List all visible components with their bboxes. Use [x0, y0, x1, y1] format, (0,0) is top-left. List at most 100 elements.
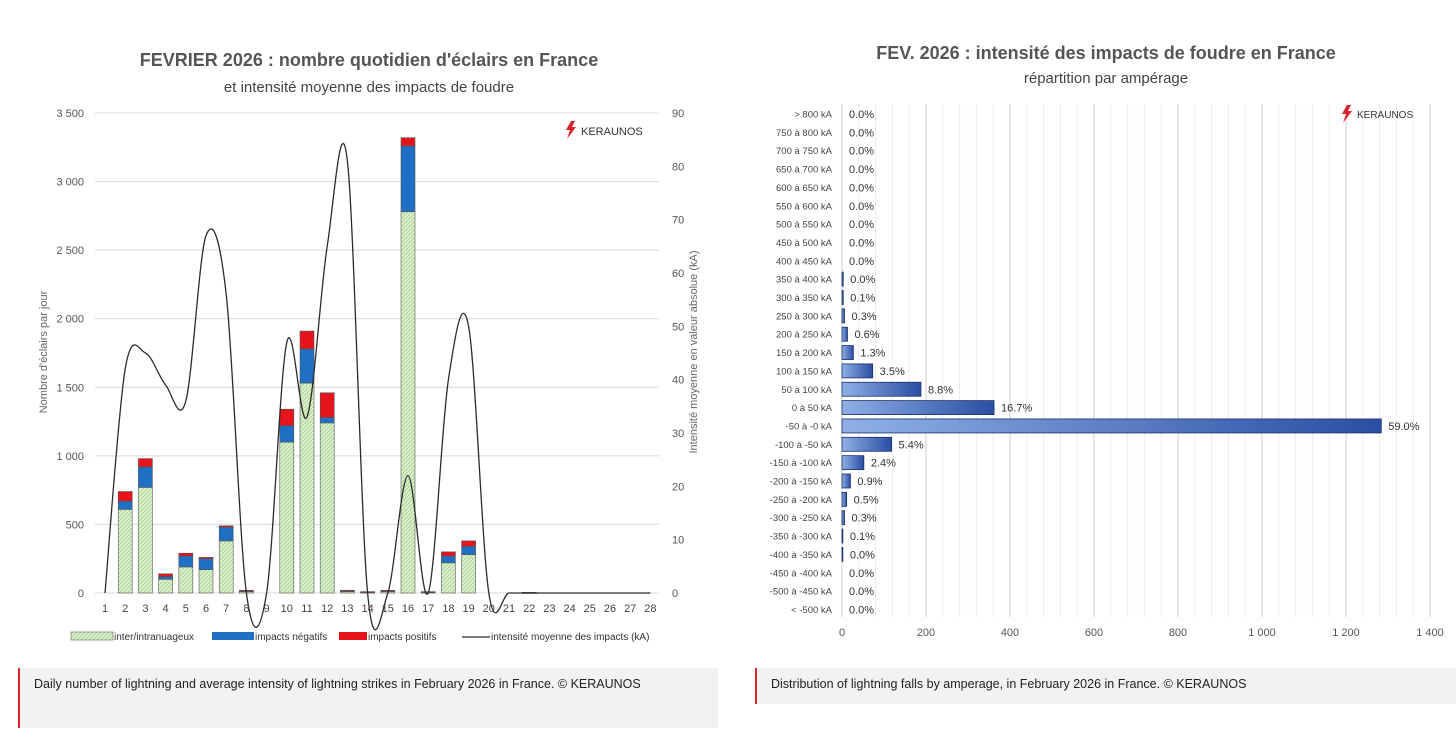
- chart-title: FEVRIER 2026 : nombre quotidien d'éclair…: [140, 50, 598, 70]
- chart-title: FEV. 2026 : intensité des impacts de fou…: [876, 43, 1336, 63]
- amperage-chart: FEV. 2026 : intensité des impacts de fou…: [770, 43, 1444, 639]
- x-tick-label: 1 400: [1416, 627, 1444, 639]
- category-label: 300 à 350 kA: [776, 293, 833, 304]
- amperage-bar: [841, 491, 848, 507]
- data-label: 2.4%: [871, 458, 896, 470]
- data-label: 0.0%: [849, 201, 874, 213]
- bar-negative: [218, 526, 234, 542]
- keraunos-logo: KERAUNOS: [566, 121, 643, 139]
- data-label: 0.9%: [857, 476, 882, 488]
- x-tick-label: 6: [203, 603, 209, 615]
- category-label: 150 à 200 kA: [776, 348, 833, 359]
- x-tick-label: 24: [563, 603, 575, 615]
- data-label: 0.1%: [850, 293, 875, 305]
- x-tick-label: 5: [183, 603, 189, 615]
- y2-tick-label: 90: [672, 108, 684, 120]
- amperage-bar: [841, 290, 844, 305]
- bar-inter: [319, 422, 335, 594]
- bar-positive: [340, 589, 355, 592]
- y-tick-label: 3 000: [56, 177, 84, 189]
- bar-negative: [279, 425, 295, 443]
- chart-subtitle: et intensité moyenne des impacts de foud…: [224, 79, 514, 96]
- data-label: 0.0%: [850, 274, 875, 286]
- amperage-bar: [841, 381, 922, 397]
- bar-negative: [117, 500, 133, 510]
- y2-tick-label: 80: [672, 161, 684, 173]
- x-tick-label: 4: [163, 603, 169, 615]
- data-label: 59.0%: [1388, 421, 1419, 433]
- category-label: -500 à -450 kA: [770, 587, 833, 598]
- bar-inter: [178, 566, 194, 594]
- data-label: 0.0%: [849, 604, 874, 616]
- data-label: 0.0%: [849, 568, 874, 580]
- x-tick-label: 17: [422, 603, 434, 615]
- data-label: 0.0%: [850, 549, 875, 561]
- bar-positive: [117, 491, 133, 502]
- bar-positive: [319, 392, 335, 418]
- x-tick-label: 26: [604, 603, 616, 615]
- y2-tick-label: 10: [672, 535, 684, 547]
- category-label: -50 à -0 kA: [786, 421, 833, 432]
- legend-label-line: intensité moyenne des impacts (kA): [491, 632, 649, 643]
- amperage-bar: [841, 473, 851, 489]
- legend-label-inter: inter/intranuageux: [114, 632, 194, 643]
- bar-inter: [218, 540, 234, 594]
- legend-label-negative: impacts négatifs: [255, 632, 327, 643]
- bar-positive: [138, 458, 153, 468]
- legend-swatch-positive: [339, 632, 367, 640]
- data-label: 0.0%: [849, 146, 874, 158]
- x-tick-label: 400: [1001, 627, 1019, 639]
- category-label: 750 à 800 kA: [776, 128, 833, 139]
- x-tick-label: 3: [142, 603, 148, 615]
- legend: inter/intranuageux impacts négatifs impa…: [70, 631, 649, 643]
- data-label: 3.5%: [880, 366, 905, 378]
- x-tick-label: 13: [341, 603, 353, 615]
- x-tick-label: 19: [462, 603, 474, 615]
- bar-inter: [279, 441, 295, 594]
- bar-positive: [178, 552, 194, 557]
- y-tick-label: 1 500: [56, 382, 84, 394]
- category-label: -200 à -150 kA: [770, 477, 833, 488]
- bar-negative: [461, 546, 476, 555]
- logo-text: KERAUNOS: [581, 126, 643, 138]
- category-label: 700 à 750 kA: [776, 146, 833, 157]
- y-tick-label: 0: [78, 588, 84, 600]
- bar-negative: [319, 417, 335, 424]
- category-label: 0 à 50 kA: [792, 403, 833, 414]
- y2-tick-label: 40: [672, 375, 684, 387]
- y-tick-label: 1 000: [56, 451, 84, 463]
- data-label: 0.0%: [849, 219, 874, 231]
- data-label: 0.0%: [849, 237, 874, 249]
- bar-inter: [117, 509, 133, 594]
- amperage-bar: [841, 510, 845, 526]
- x-tick-label: 1 000: [1248, 627, 1276, 639]
- data-label: 0.1%: [850, 531, 875, 543]
- y2-tick-label: 70: [672, 215, 684, 227]
- x-tick-label: 23: [543, 603, 555, 615]
- amperage-bar: [841, 345, 854, 360]
- bar-positive: [441, 551, 456, 557]
- bar-positive: [279, 408, 295, 426]
- bar-positive: [158, 573, 173, 577]
- bar-positive: [461, 540, 476, 547]
- chart-caption: Distribution of lightning falls by amper…: [755, 668, 1456, 704]
- legend-label-positive: impacts positifs: [368, 632, 436, 643]
- category-label: 100 à 150 kA: [776, 366, 833, 377]
- amperage-bar: [841, 400, 995, 416]
- bar-inter: [400, 211, 416, 594]
- y-tick-label: 500: [66, 519, 84, 531]
- chart-subtitle: répartition par ampérage: [1024, 70, 1188, 87]
- bar-inter: [198, 569, 214, 594]
- bar-negative: [138, 466, 153, 488]
- x-tick-label: 21: [503, 603, 515, 615]
- x-tick-label: 9: [264, 603, 270, 615]
- amperage-panel: FEV. 2026 : intensité des impacts de fou…: [738, 0, 1456, 740]
- y-tick-label: 3 500: [56, 108, 84, 120]
- x-tick-label: 200: [917, 627, 935, 639]
- bar-inter: [138, 487, 153, 594]
- data-label: 0.0%: [849, 164, 874, 176]
- data-label: 0.6%: [854, 329, 879, 341]
- legend-swatch-negative: [212, 632, 254, 640]
- category-label: 600 à 650 kA: [776, 183, 833, 194]
- keraunos-logo: KERAUNOS: [1342, 105, 1413, 123]
